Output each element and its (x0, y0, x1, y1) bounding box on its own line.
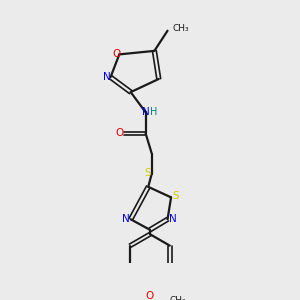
Text: CH₃: CH₃ (169, 296, 186, 300)
Text: CH₃: CH₃ (173, 24, 189, 33)
Text: N: N (142, 107, 149, 117)
Text: N: N (103, 72, 111, 82)
Text: O: O (115, 128, 123, 138)
Text: S: S (144, 168, 151, 178)
Text: N: N (169, 214, 177, 224)
Text: O: O (112, 50, 121, 59)
Text: H: H (150, 107, 157, 117)
Text: O: O (146, 291, 154, 300)
Text: S: S (172, 190, 179, 201)
Text: N: N (122, 214, 129, 224)
